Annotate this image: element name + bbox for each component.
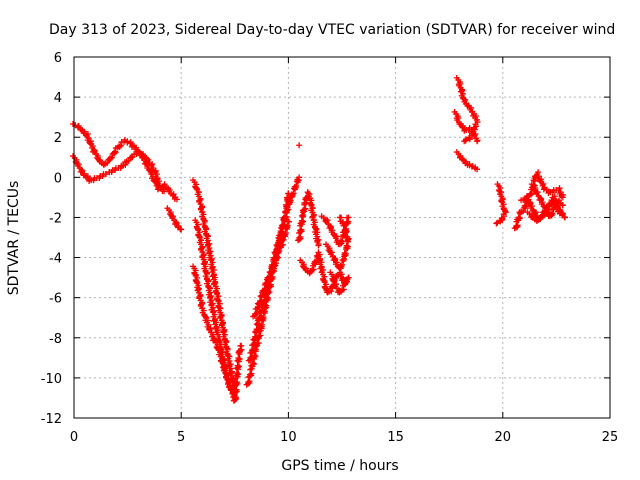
x-tick-label: 5 [177,430,185,445]
y-axis-title: SDTVAR / TECUs [6,181,22,296]
data-point-marker [173,196,180,203]
plot-frame [73,56,611,419]
data-point-marker [474,138,481,145]
x-axis-title: GPS time / hours [281,458,398,474]
data-point-marker [87,140,94,147]
y-tick-label: -12 [41,412,62,427]
data-point-marker [545,207,552,214]
data-point-marker [465,135,472,142]
y-tick-label: 0 [54,171,62,186]
data-point-marker [296,142,303,149]
data-point-marker [161,188,168,195]
data-point-marker [493,220,500,227]
data-point-marker [548,210,555,217]
y-tick-label: -2 [49,211,62,226]
series-track-c [164,205,184,233]
chart-title: Day 313 of 2023, Sidereal Day-to-day VTE… [49,22,615,38]
data-point-marker [521,202,528,209]
data-point-marker [298,226,305,233]
data-point-marker [108,154,115,161]
x-tick-labels: 0 5 10 15 20 25 [70,430,618,445]
data-point-marker [310,266,317,273]
data-point-marker [102,170,109,177]
data-point-marker [284,194,291,201]
data-point-marker [259,306,266,313]
data-point-marker [514,222,521,229]
y-tick-label: 6 [54,51,62,66]
y-tick-label: -4 [49,252,62,267]
x-tick-label: 10 [280,430,297,445]
series-track-n [327,269,352,296]
data-point-marker [317,265,324,272]
data-point-marker [212,325,219,332]
data-point-marker [549,211,556,218]
series-track-p [451,108,481,144]
data-point-marker [210,318,217,325]
series-track-k [297,249,351,296]
series-track-r [494,181,509,226]
data-point-marker [336,214,343,221]
data-point-marker [234,379,241,386]
data-point-marker [344,233,351,240]
x-tick-label: 25 [602,430,619,445]
data-point-marker [344,278,351,285]
data-point-marker [296,174,303,181]
data-point-marker [515,214,522,221]
data-point-marker [298,212,305,219]
data-point-marker [345,214,352,221]
data-point-marker [341,249,348,256]
y-tick-label: 4 [54,91,62,106]
data-point-marker [338,237,344,244]
data-point-marker [270,254,277,261]
data-point-marker [117,142,124,149]
x-tick-label: 20 [495,430,512,445]
data-point-marker [279,222,286,229]
data-point-marker [253,321,260,328]
data-point-marker [342,226,349,233]
y-tick-label: 2 [54,131,62,146]
data-point-marker [112,148,119,155]
data-point-marker [494,219,501,226]
series-track-q [453,149,479,172]
data-point-marker [238,342,245,349]
data-point-marker [561,214,568,221]
data-point-marker [559,202,566,209]
data-point-marker [544,206,551,213]
data-point-marker [315,242,322,249]
data-point-marker [528,190,535,197]
data-point-marker [345,274,352,281]
series-track-v [524,193,565,225]
data-point-marker [268,261,275,268]
x-tick-label: 0 [70,430,78,445]
series-track-j [295,189,322,248]
y-tick-label: -8 [49,332,62,347]
data-point-marker [497,218,504,225]
series-track-m [322,214,352,272]
data-point-marker [276,238,283,245]
data-point-marker [343,242,350,249]
axis-ticks [73,56,611,419]
series-track-o [453,74,481,144]
y-tick-labels: 6 4 2 0 -2 -4 -6 -8 -10 -12 [41,51,62,427]
data-point-marker [229,390,236,397]
data-point-marker [474,166,481,173]
data-point-marker [559,210,566,217]
data-point-marker [285,206,292,213]
series-track-i [250,176,302,320]
x-tick-label: 15 [387,430,404,445]
data-point-marker [178,226,185,233]
y-tick-label: -6 [49,292,62,307]
series-track-b [70,149,166,194]
data-point-marker [235,355,242,362]
data-point-marker [461,138,468,145]
y-tick-label: -10 [41,372,62,387]
data-point-marker [340,286,347,293]
data-markers [70,74,568,404]
data-point-marker [315,257,322,264]
data-point-marker [559,194,566,201]
